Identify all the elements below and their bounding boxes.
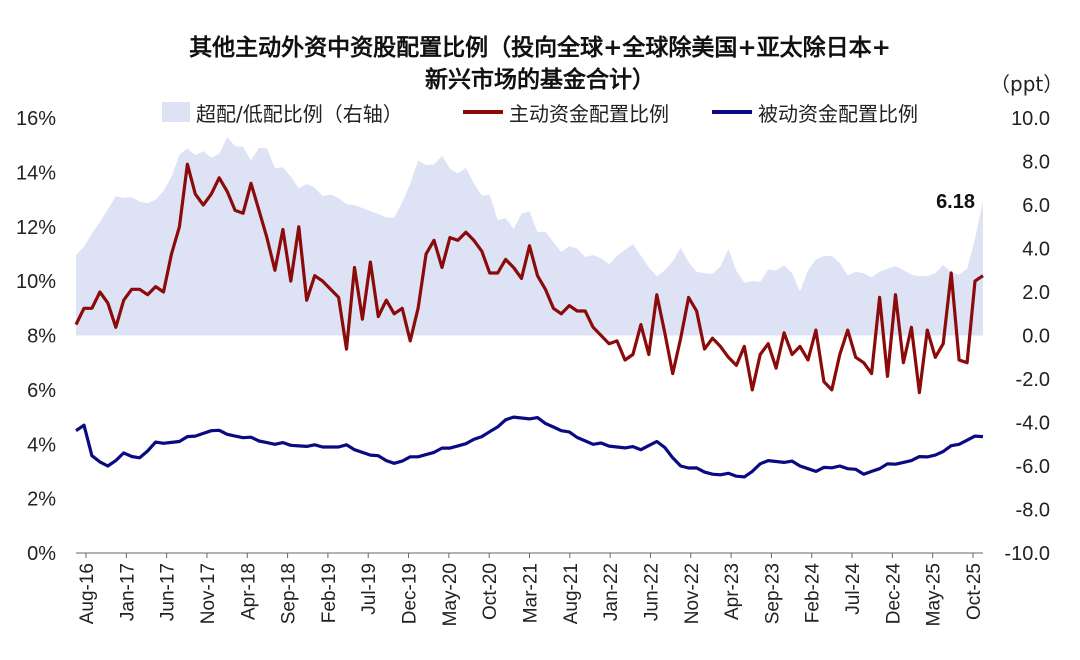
left-tick-label: 4% — [27, 434, 56, 456]
right-tick-label: 10.0 — [1011, 108, 1050, 130]
right-tick-label: 0.0 — [1022, 326, 1050, 348]
left-tick-label: 2% — [27, 489, 56, 511]
x-tick-label: Jun-17 — [158, 563, 179, 621]
legend-swatch-area — [162, 102, 190, 122]
x-tick-label: Nov-17 — [198, 563, 219, 624]
x-tick-label: Oct-20 — [480, 563, 501, 620]
right-axis: -10.0 -8.0 -6.0 -4.0 -2.0 0.0 2.0 4.0 6.0 8.0 10.0 — [1004, 108, 1050, 565]
legend-swatch-passive — [712, 110, 752, 114]
x-tick-label: Oct-25 — [964, 563, 985, 620]
overweight-area — [76, 137, 983, 336]
left-tick-label: 0% — [27, 543, 56, 565]
legend-label-active: 主动资金配置比例 — [509, 101, 669, 126]
left-tick-label: 10% — [16, 271, 56, 293]
chart-title-line2: 新兴市场的基金合计） — [425, 67, 655, 93]
legend-swatch-active — [463, 110, 503, 114]
x-tick-label: Apr-18 — [238, 563, 259, 620]
right-tick-label: -8.0 — [1016, 500, 1050, 522]
right-tick-label: 2.0 — [1022, 282, 1050, 304]
x-tick-label: Jul-19 — [359, 563, 380, 615]
legend-item-passive: 被动资金配置比例 — [712, 98, 918, 126]
right-tick-label: -4.0 — [1016, 413, 1050, 435]
x-tick-label: Apr-23 — [722, 563, 743, 620]
x-tick-label: Jun-22 — [641, 563, 662, 621]
x-axis: Aug-16 Jan-17 Jun-17 Nov-17 Apr-18 Sep-18 Feb-… — [77, 553, 985, 626]
right-tick-label: 6.0 — [1022, 195, 1050, 217]
legend-label-passive: 被动资金配置比例 — [758, 101, 918, 126]
x-tick-label: Mar-21 — [521, 563, 542, 623]
right-tick-label: -2.0 — [1016, 369, 1050, 391]
chart-title-line1: 其他主动外资中资股配置比例（投向全球+全球除美国+亚太除日本+ — [189, 35, 891, 61]
x-tick-label: Dec-24 — [883, 563, 904, 625]
x-tick-label: Sep-23 — [762, 563, 783, 624]
x-tick-label: May-20 — [440, 563, 461, 626]
left-tick-label: 12% — [16, 217, 56, 239]
passive-series-line — [75, 415, 984, 479]
left-axis: 0% 2% 4% 6% 8% 10% 12% 14% 16% — [16, 108, 56, 565]
x-tick-label: Jan-22 — [601, 563, 622, 621]
x-tick-label: Sep-18 — [279, 563, 300, 624]
x-tick-label: May-25 — [924, 563, 945, 626]
x-tick-label: Jan-17 — [117, 563, 138, 621]
latest-value-annotation: 6.18 — [936, 191, 975, 213]
right-axis-unit: （ppt） — [990, 72, 1064, 96]
legend-item-area: 超配/低配比例（右轴） — [162, 98, 403, 126]
right-tick-label: 4.0 — [1022, 239, 1050, 261]
x-tick-label: Feb-24 — [803, 563, 824, 624]
x-tick-label: Nov-22 — [682, 563, 703, 624]
legend-item-active: 主动资金配置比例 — [463, 98, 669, 126]
x-tick-label: Jul-24 — [843, 563, 864, 615]
left-tick-label: 6% — [27, 380, 56, 402]
x-tick-label: Aug-16 — [77, 563, 98, 624]
left-tick-label: 8% — [27, 326, 56, 348]
right-tick-label: -10.0 — [1004, 543, 1050, 565]
x-tick-label: Aug-21 — [561, 563, 582, 624]
x-tick-label: Dec-19 — [400, 563, 421, 624]
right-tick-label: 8.0 — [1022, 152, 1050, 174]
active-series-line — [74, 162, 984, 395]
left-tick-label: 16% — [16, 108, 56, 130]
legend-label-area: 超配/低配比例（右轴） — [196, 101, 403, 126]
right-tick-label: -6.0 — [1016, 456, 1050, 478]
left-tick-label: 14% — [16, 162, 56, 184]
x-tick-label: Feb-19 — [319, 563, 340, 623]
